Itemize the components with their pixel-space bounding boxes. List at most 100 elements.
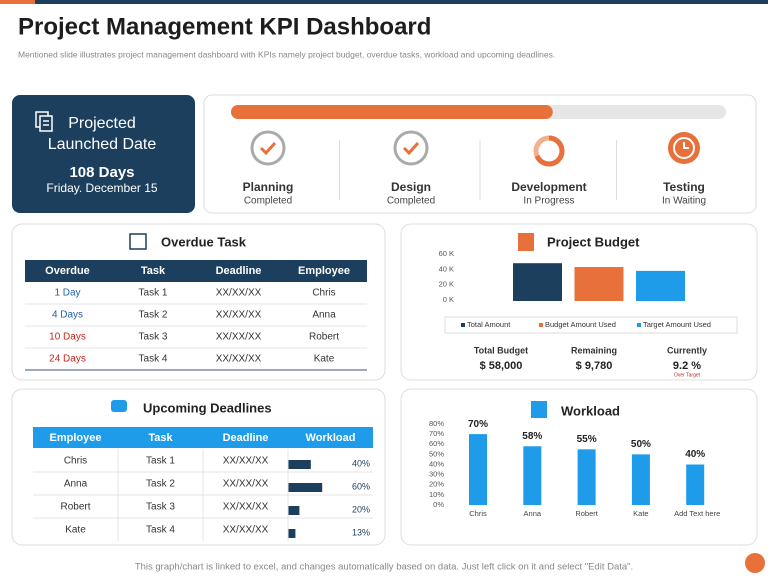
table-cell: 10 Days bbox=[49, 332, 86, 343]
table-header-cell: Deadline bbox=[216, 265, 262, 277]
legend-label: Target Amount Used bbox=[643, 320, 711, 329]
x-tick-label: Chris bbox=[469, 509, 487, 518]
card-title: Overdue Task bbox=[161, 234, 247, 249]
table-header-cell: Task bbox=[148, 432, 173, 444]
summary-label: Remaining bbox=[571, 345, 617, 355]
workload-label: 40% bbox=[352, 458, 370, 468]
phase-status: Completed bbox=[244, 196, 292, 207]
value-label: 50% bbox=[631, 439, 651, 450]
legend-swatch bbox=[461, 323, 465, 327]
y-tick-label: 20% bbox=[429, 480, 444, 489]
table-cell: XX/XX/XX bbox=[223, 456, 269, 467]
summary-label: Total Budget bbox=[474, 345, 528, 355]
table-cell: Task 3 bbox=[146, 502, 175, 513]
table-cell: Task 1 bbox=[139, 288, 168, 299]
budget-icon bbox=[518, 233, 534, 251]
summary-value: $ 58,000 bbox=[480, 360, 523, 372]
bar bbox=[636, 270, 685, 301]
summary-note: Over Target bbox=[674, 372, 701, 378]
phase-status: Completed bbox=[387, 196, 435, 207]
bar bbox=[513, 263, 562, 301]
table-header bbox=[33, 427, 373, 448]
progress-fill bbox=[231, 105, 553, 119]
bar bbox=[686, 464, 705, 505]
table-cell: XX/XX/XX bbox=[216, 310, 262, 321]
workload-bar bbox=[288, 506, 300, 515]
y-tick-label: 50% bbox=[429, 449, 444, 458]
table-cell: Task 3 bbox=[139, 332, 168, 343]
phase-name: Design bbox=[391, 180, 431, 194]
table-cell: Anna bbox=[64, 479, 88, 490]
table-cell: Kate bbox=[314, 354, 335, 365]
phase-name: Planning bbox=[243, 180, 294, 194]
table-cell: 24 Days bbox=[49, 354, 86, 365]
bar bbox=[523, 446, 542, 505]
budget-card bbox=[400, 223, 758, 381]
y-tick-label: 30% bbox=[429, 470, 444, 479]
summary-label: Currently bbox=[667, 345, 707, 355]
title: Project Management KPI Dashboard bbox=[18, 13, 431, 40]
table-cell: Anna bbox=[312, 310, 336, 321]
launch-line: Projected bbox=[68, 115, 136, 132]
x-tick-label: Robert bbox=[575, 509, 598, 518]
phase-status: In Waiting bbox=[662, 196, 706, 207]
x-tick-label: Add Text here bbox=[674, 509, 720, 518]
table-header-cell: Employee bbox=[50, 432, 102, 444]
y-tick-label: 80% bbox=[429, 419, 444, 428]
subtitle: Mentioned slide illustrates project mana… bbox=[18, 49, 555, 59]
footer: This graph/chart is linked to excel, and… bbox=[135, 562, 633, 573]
value-label: 70% bbox=[468, 419, 488, 430]
card-title: Workload bbox=[561, 403, 620, 418]
doc-icon bbox=[35, 111, 53, 132]
check-icon bbox=[393, 130, 429, 166]
table-header-cell: Task bbox=[141, 265, 166, 277]
y-tick-label: 0% bbox=[433, 500, 444, 509]
clock-face bbox=[673, 137, 695, 159]
legend-swatch bbox=[539, 323, 543, 327]
workload-bar bbox=[288, 529, 296, 538]
clock-hands bbox=[683, 142, 689, 149]
table-cell: 4 Days bbox=[52, 310, 83, 321]
x-tick-label: Anna bbox=[524, 509, 542, 518]
bar bbox=[631, 454, 650, 505]
workload-bar bbox=[288, 483, 323, 492]
accent-bar bbox=[0, 0, 35, 4]
table-cell: Task 1 bbox=[146, 456, 175, 467]
table-cell: XX/XX/XX bbox=[223, 502, 269, 513]
value-label: 58% bbox=[522, 431, 542, 442]
check-icon bbox=[250, 130, 286, 166]
table-header-cell: Workload bbox=[306, 432, 356, 444]
y-tick-label: 60% bbox=[429, 439, 444, 448]
table-cell: Robert bbox=[309, 332, 339, 343]
table-header-cell: Overdue bbox=[45, 265, 90, 277]
table-cell: XX/XX/XX bbox=[216, 288, 262, 299]
table-cell: Kate bbox=[65, 525, 86, 536]
phase-status: In Progress bbox=[523, 196, 574, 207]
bar bbox=[469, 434, 487, 505]
y-tick-label: 60 K bbox=[439, 249, 454, 258]
y-tick-label: 40% bbox=[429, 459, 444, 468]
calendar-icon bbox=[129, 233, 147, 250]
x-tick-label: Kate bbox=[633, 509, 648, 518]
launch-date: Friday. December 15 bbox=[46, 181, 157, 195]
value-label: 55% bbox=[577, 434, 597, 445]
card-title: Project Budget bbox=[547, 234, 640, 249]
card-title: Upcoming Deadlines bbox=[143, 400, 272, 415]
launch-card bbox=[12, 95, 195, 213]
legend-label: Budget Amount Used bbox=[545, 320, 616, 329]
y-tick-label: 10% bbox=[429, 490, 444, 499]
top-bar bbox=[35, 0, 768, 4]
table-header bbox=[25, 260, 367, 282]
legend-swatch bbox=[637, 323, 641, 327]
workload-label: 20% bbox=[352, 504, 370, 514]
bar bbox=[577, 449, 596, 505]
table-cell: Task 2 bbox=[146, 479, 175, 490]
table-cell: XX/XX/XX bbox=[223, 525, 269, 536]
table-cell: XX/XX/XX bbox=[216, 354, 262, 365]
people-icon bbox=[531, 401, 547, 418]
summary-value: $ 9,780 bbox=[576, 360, 613, 372]
table-cell: Task 4 bbox=[139, 354, 168, 365]
workload-label: 60% bbox=[352, 481, 370, 491]
table-cell: XX/XX/XX bbox=[216, 332, 262, 343]
